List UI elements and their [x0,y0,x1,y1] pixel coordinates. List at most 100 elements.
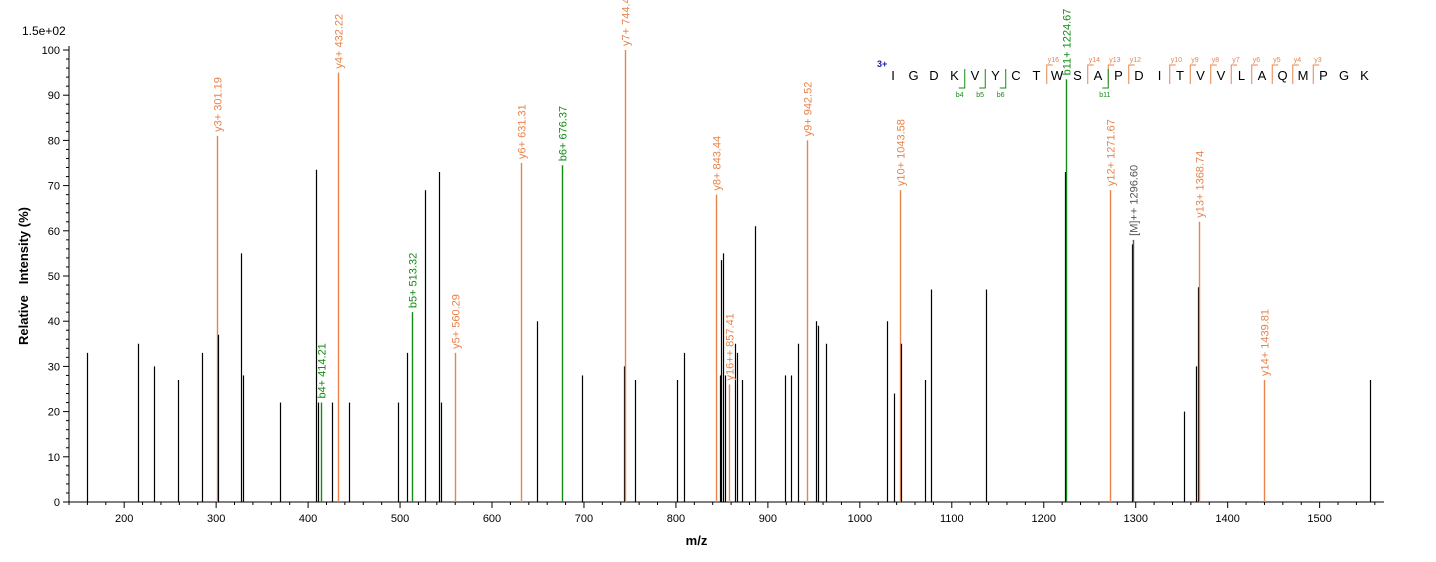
y-ion-bracket [1087,64,1094,84]
sequence-residue: D [929,68,938,83]
y-ion-bracket [1210,64,1217,84]
peak-label: y7+ 744.42 [621,0,633,46]
y-ion-annotation: y6 [1253,57,1261,64]
y-ion-annotation: y5 [1273,57,1281,64]
x-tick-label: 1200 [1032,513,1056,525]
x-tick-label: 700 [575,513,593,525]
peak-label: y9+ 942.52 [803,82,815,137]
x-tick-label: 800 [667,513,685,525]
peak-label: y13+ 1368.74 [1195,151,1207,218]
sequence-residue: V [1196,68,1205,83]
sequence-residue: G [908,68,918,83]
peaks-group [86,50,1372,502]
peak-label: y16++ 857.41 [725,313,737,380]
sequence-residue: A [1094,68,1103,83]
sequence-residue: K [1360,68,1369,83]
y-ion-bracket [1271,64,1279,84]
y-ion-annotation: y4 [1294,57,1302,64]
peak-label: y12+ 1271.67 [1106,119,1118,186]
peak-label: [M]++ 1296.60 [1129,165,1141,236]
y-ion-annotation: y13 [1109,57,1120,64]
sequence-residue: T [1176,68,1184,83]
sequence-residue: M [1298,68,1309,83]
peak-label: b6+ 676.37 [558,106,570,161]
y-ion-bracket [1189,64,1197,84]
y-tick-label: 60 [48,226,60,238]
y-ion-bracket [1251,64,1258,84]
b-ion-annotation: b5 [976,92,984,99]
y-ion-annotation: y14 [1089,57,1100,64]
x-tick-label: 1500 [1307,513,1331,525]
peak-label: b11+ 1224.67 [1062,9,1074,76]
x-tick-group: 200 300 400 500 600 700 800 900 1000 1100 1200 1300… [68,502,1376,525]
b-ion-bracket [979,69,986,89]
y-ion-bracket [1312,64,1320,84]
x-tick-label: 400 [299,513,317,525]
charge-state: 3+ [877,59,887,69]
y-tick-label: 20 [48,407,60,419]
peak-label: y5+ 560.29 [451,294,463,349]
scale-label: 1.5e+02 [22,24,66,38]
sequence-residue: G [1339,68,1349,83]
sequence-residue: K [950,68,959,83]
y-tick-label: 70 [48,181,60,193]
b-ion-annotation: b6 [997,92,1005,99]
peak-label: y10+ 1043.58 [896,119,908,186]
y-ion-bracket [1128,64,1135,84]
sequence-residue: P [1319,68,1328,83]
y-tick-label: 100 [42,45,60,57]
y-ion-annotation: y10 [1171,57,1182,64]
x-axis-title: m/z [686,533,708,548]
y-ion-bracket [1292,64,1299,84]
y-ion-annotation: y3 [1314,57,1322,64]
x-tick-label: 300 [207,513,225,525]
x-tick-label: 1000 [848,513,872,525]
b-ion-bracket [958,69,966,89]
y-ion-annotation: y8 [1212,57,1220,64]
y-tick-label: 0 [54,497,60,509]
peak-label: y8+ 843.44 [712,136,724,191]
b-ion-annotation: b11 [1099,92,1110,99]
sequence-residue: L [1238,68,1245,83]
sequence-residue: D [1134,68,1143,83]
x-tick-label: 900 [759,513,777,525]
y-ion-bracket [1230,64,1238,84]
peak-label: b5+ 513.32 [408,253,420,308]
x-tick-label: 600 [483,513,501,525]
y-tick-label: 50 [48,271,60,283]
y-ion-bracket [1169,64,1176,84]
y-axis-title: Relative Intensity (%) [16,207,31,345]
axes-layer [68,46,1384,503]
peak-label: y4+ 432.22 [334,14,346,69]
y-ion-bracket [1046,64,1053,84]
sequence-residue: Q [1277,68,1287,83]
y-ion-annotation: y9 [1191,57,1199,64]
y-tick-label: 90 [48,90,60,102]
sequence-residue: S [1073,68,1082,83]
y-tick-label: 10 [48,452,60,464]
x-tick-label: 200 [115,513,133,525]
peak-label: b4+ 414.21 [317,343,329,398]
sequence-residue: I [891,68,895,83]
sequence-residue: Y [991,68,1000,83]
peak-labels-group: y3+ 301.19 b4+ 414.21 y4+ 432.22 b5+ 513.32… [213,0,1272,399]
peak-label: y6+ 631.31 [517,104,529,159]
sequence-residue: C [1011,68,1020,83]
sequence-residue: P [1114,68,1123,83]
b-ion-bracket [1102,69,1109,89]
b-ion-annotation: b4 [956,92,964,99]
x-tick-label: 1400 [1215,513,1239,525]
y-ion-annotation: y7 [1232,57,1240,64]
peak-label: y3+ 301.19 [213,77,225,132]
sequence-residue: W [1051,68,1064,83]
y-tick-label: 30 [48,361,60,373]
sequence-residue: V [1217,68,1226,83]
sequence-residue: V [971,68,980,83]
sequence-residue: T [1033,68,1041,83]
x-tick-label: 1100 [940,513,964,525]
b-ion-bracket [999,69,1007,89]
y-tick-label: 80 [48,135,60,147]
sequence-residue: A [1258,68,1267,83]
